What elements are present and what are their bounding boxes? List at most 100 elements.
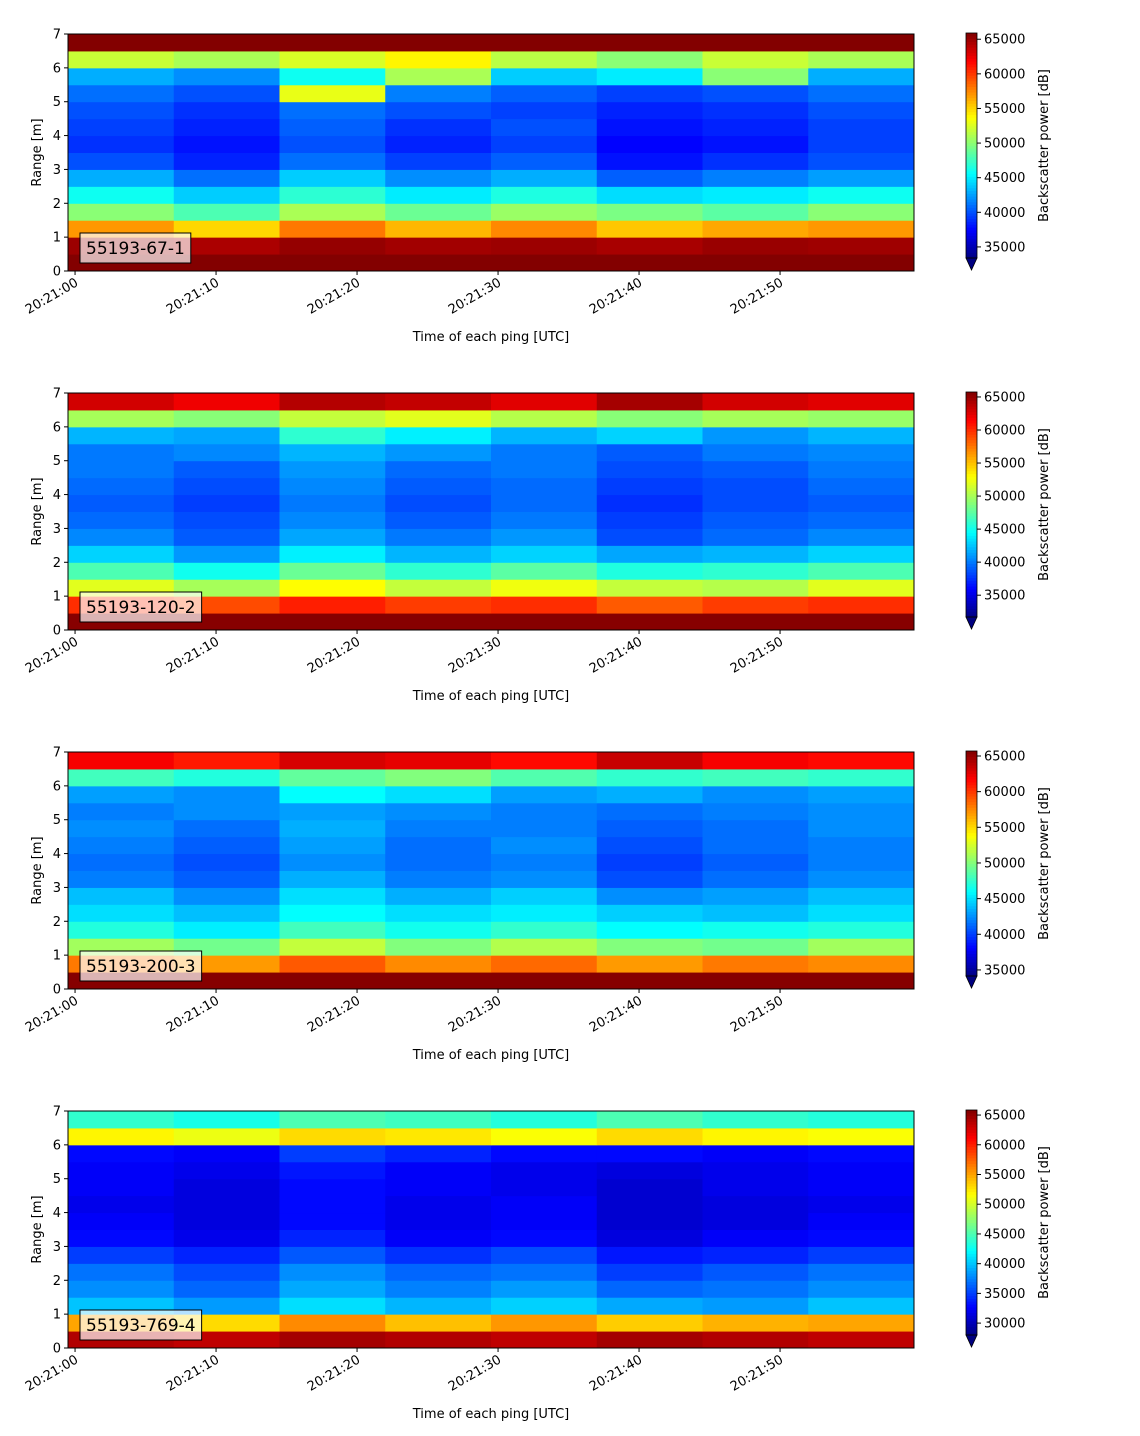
heatmap-cell bbox=[596, 1212, 703, 1230]
colorbar-stripe bbox=[966, 41, 977, 45]
heatmap-cell bbox=[596, 802, 703, 821]
colorbar-stripe bbox=[966, 1174, 977, 1178]
colorbar-stripe bbox=[966, 462, 977, 466]
heatmap-cell bbox=[173, 84, 280, 103]
colorbar-stripe bbox=[966, 89, 977, 93]
label-box bbox=[79, 1309, 203, 1341]
heatmap-cell bbox=[491, 1178, 598, 1197]
x-tick-label: 20:21:50 bbox=[728, 1352, 786, 1394]
heatmap-cell bbox=[279, 84, 386, 103]
heatmap-cell bbox=[173, 1229, 280, 1247]
colorbar-stripe bbox=[966, 442, 977, 446]
colorbar-stripe bbox=[966, 784, 977, 789]
heatmap-cell bbox=[385, 135, 492, 153]
heatmap-cell bbox=[491, 169, 598, 187]
heatmap-cell bbox=[173, 802, 280, 821]
y-tick-label: 4 bbox=[53, 1206, 61, 1221]
colorbar-stripe bbox=[966, 779, 977, 783]
heatmap-cell bbox=[491, 477, 598, 496]
colorbar-stripe bbox=[966, 1247, 977, 1252]
heatmap-cell bbox=[279, 1144, 386, 1163]
colorbar-stripe bbox=[966, 1259, 977, 1263]
colorbar-stripe bbox=[966, 1166, 977, 1170]
heatmap-cell bbox=[173, 528, 280, 546]
heatmap-cell bbox=[491, 1297, 598, 1315]
colorbar-stripe bbox=[966, 574, 977, 579]
colorbar-stripe bbox=[966, 69, 977, 73]
heatmap-cell bbox=[68, 477, 175, 496]
x-tick-label: 20:21:20 bbox=[305, 1352, 363, 1394]
heatmap-cell bbox=[702, 220, 809, 238]
heatmap-cell bbox=[385, 752, 492, 770]
heatmap-cell bbox=[173, 409, 280, 428]
heatmap-cell bbox=[385, 152, 492, 170]
x-tick-label: 20:21:00 bbox=[23, 1352, 81, 1394]
colorbar-stripe bbox=[966, 123, 977, 127]
heatmap-cell bbox=[385, 1178, 492, 1197]
colorbar-stripe bbox=[966, 184, 977, 189]
heatmap-cell bbox=[385, 1127, 492, 1146]
heatmap-cell bbox=[385, 443, 492, 462]
colorbar-extension bbox=[965, 975, 978, 989]
colorbar-stripe bbox=[966, 953, 977, 957]
colorbar-stripe bbox=[966, 1239, 977, 1243]
label-box bbox=[79, 232, 192, 264]
colorbar-stripe bbox=[966, 602, 977, 607]
heatmap-cell bbox=[702, 1297, 809, 1315]
colorbar-stripe bbox=[966, 776, 977, 780]
colorbar-stripe bbox=[966, 210, 977, 214]
colorbar-stripe bbox=[966, 572, 977, 576]
colorbar-stripe bbox=[966, 1135, 977, 1139]
colorbar-stripe bbox=[966, 159, 977, 163]
colorbar-extension bbox=[965, 1334, 978, 1348]
heatmap-cell bbox=[68, 203, 175, 221]
heatmap-cell bbox=[385, 1331, 492, 1349]
colorbar-frame bbox=[965, 391, 978, 618]
colorbar-stripe bbox=[966, 106, 977, 110]
heatmap-cell bbox=[596, 152, 703, 170]
heatmap-cell bbox=[173, 477, 280, 496]
colorbar-stripe bbox=[966, 504, 977, 508]
y-tick-label: 3 bbox=[53, 881, 61, 896]
colorbar-tick-label: 45000 bbox=[984, 892, 1025, 907]
colorbar-stripe bbox=[966, 1129, 977, 1133]
heatmap-cell bbox=[173, 870, 280, 888]
heatmap-cell bbox=[279, 853, 386, 871]
heatmap-cell bbox=[808, 596, 915, 614]
colorbar-tick-label: 40000 bbox=[984, 206, 1025, 221]
panel-label: 55193-67-1 bbox=[86, 239, 185, 259]
heatmap-cell bbox=[596, 254, 703, 272]
heatmap-cell bbox=[279, 118, 386, 137]
heatmap-cell bbox=[279, 477, 386, 496]
y-tick-label: 7 bbox=[53, 746, 61, 761]
heatmap-cell bbox=[68, 1246, 175, 1264]
colorbar-stripe bbox=[966, 75, 977, 79]
heatmap-cell bbox=[596, 1127, 703, 1146]
colorbar-stripe bbox=[966, 63, 977, 68]
colorbar-stripe bbox=[966, 524, 977, 528]
heatmap-cell bbox=[279, 752, 386, 770]
heatmap-cell bbox=[385, 34, 492, 52]
heatmap-cell bbox=[808, 393, 915, 411]
heatmap-cell bbox=[596, 562, 703, 580]
colorbar-stripe bbox=[966, 1318, 977, 1322]
heatmap-cell bbox=[808, 477, 915, 496]
colorbar-tick-label: 65000 bbox=[984, 33, 1025, 48]
heatmap-cell bbox=[279, 1331, 386, 1349]
colorbar-stripe bbox=[966, 798, 977, 803]
heatmap-cell bbox=[491, 596, 598, 614]
heatmap-cell bbox=[808, 1111, 915, 1129]
heatmap-cell bbox=[491, 853, 598, 871]
colorbar-stripe bbox=[966, 821, 977, 825]
colorbar-stripe bbox=[966, 529, 977, 534]
colorbar-label: Backscatter power [dB] bbox=[1037, 69, 1052, 222]
heatmap-cell bbox=[279, 802, 386, 821]
colorbar-stripe bbox=[966, 801, 977, 805]
heatmap-cell bbox=[491, 1331, 598, 1349]
heatmap-cell bbox=[702, 955, 809, 973]
y-tick-label: 2 bbox=[53, 915, 61, 930]
colorbar-stripe bbox=[966, 1233, 977, 1238]
heatmap-cell bbox=[808, 169, 915, 187]
heatmap-cell bbox=[491, 819, 598, 838]
heatmap-cell bbox=[808, 528, 915, 546]
